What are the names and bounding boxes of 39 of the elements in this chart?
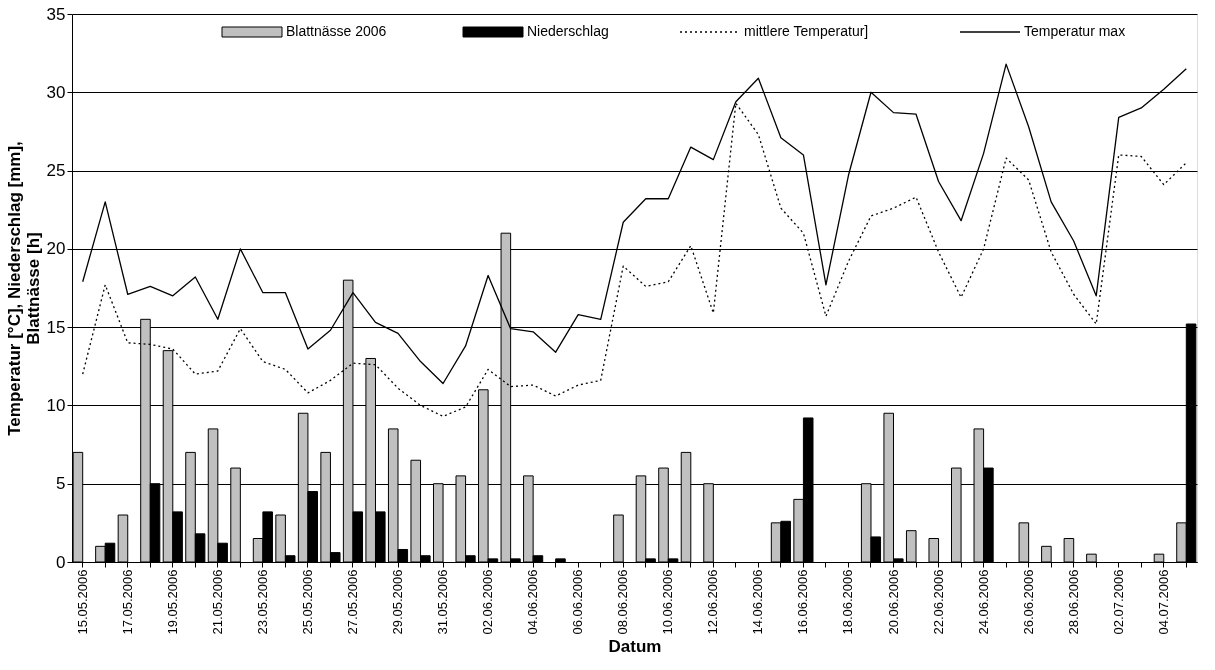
legend-label: Niederschlag — [527, 23, 609, 39]
x-tick-label: 16.06.2006 — [795, 569, 811, 635]
x-tick-label: 21.05.2006 — [209, 569, 225, 635]
x-tick-label: 04.07.2006 — [1155, 569, 1171, 635]
x-tick-label: 06.06.2006 — [570, 569, 586, 635]
y-tick-label: 35 — [46, 4, 66, 24]
x-tick-label: 27.05.2006 — [344, 569, 360, 635]
x-tick-label: 12.06.2006 — [705, 569, 721, 635]
x-tick-label: 18.06.2006 — [840, 569, 856, 635]
x-tick-label: 29.05.2006 — [390, 569, 406, 635]
y-tick-label: 10 — [46, 395, 66, 415]
x-tick-label: 20.06.2006 — [885, 569, 901, 635]
x-tick-label: 25.05.2006 — [299, 569, 315, 635]
x-tick-label: 15.05.2006 — [74, 569, 90, 635]
y-tick-label: 25 — [46, 161, 66, 181]
x-tick-label: 17.05.2006 — [119, 569, 135, 635]
legend-label: Temperatur max — [1024, 23, 1126, 39]
x-tick-label: 19.05.2006 — [164, 569, 180, 635]
y-axis-title: Temperatur [°C], Niederschlag [mm], Blattnässe [h] — [4, 141, 43, 436]
x-tick-label: 14.06.2006 — [750, 569, 766, 635]
x-axis-title: Datum — [608, 636, 662, 656]
y-tick-label: 15 — [46, 317, 66, 337]
x-tick-label: 08.06.2006 — [615, 569, 631, 635]
y-tick-label: 0 — [56, 552, 66, 572]
x-tick-label: 23.05.2006 — [254, 569, 270, 635]
y-tick-label: 30 — [46, 82, 66, 102]
y-tick-label: 5 — [56, 474, 66, 494]
legend-label: mittlere Temperatur] — [744, 23, 869, 39]
x-tick-label: 28.06.2006 — [1065, 569, 1081, 635]
y-tick-label: 20 — [46, 239, 66, 259]
x-tick-label: 31.05.2006 — [435, 569, 451, 635]
x-tick-label: 24.06.2006 — [975, 569, 991, 635]
x-tick-label: 02.06.2006 — [480, 569, 496, 635]
x-tick-label: 10.06.2006 — [660, 569, 676, 635]
x-tick-label: 02.07.2006 — [1110, 569, 1126, 635]
x-tick-label: 26.06.2006 — [1020, 569, 1036, 635]
legend-label: Blattnässe 2006 — [286, 23, 387, 39]
x-tick-label: 04.06.2006 — [525, 569, 541, 635]
x-tick-label: 22.06.2006 — [930, 569, 946, 635]
